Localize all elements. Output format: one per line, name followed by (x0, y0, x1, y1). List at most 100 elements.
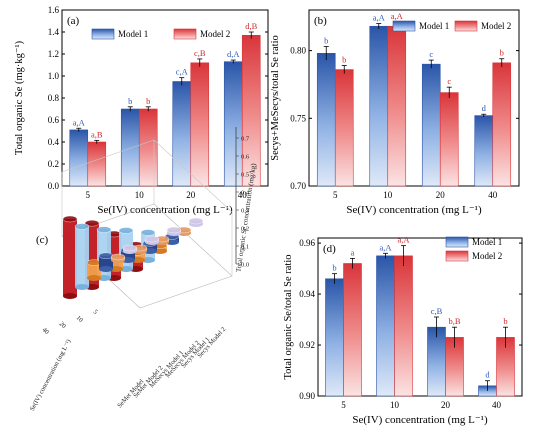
panel-c-xaxis-label: Se(IV) concentration (mg L⁻¹) (29, 338, 73, 412)
panel-d-xaxis-label: Se(IV) concentration (mg L⁻¹) (352, 414, 488, 426)
panel-c-bar (131, 252, 145, 260)
panel-b-bar (316, 53, 336, 187)
panel-a-data-label: d,A (227, 49, 240, 59)
panel-b-data-label: b (342, 55, 346, 65)
panel-d-ytick-label: 0.94 (299, 289, 315, 299)
panel-b-data-label: a,A (373, 13, 386, 23)
panel-d-chart: 0.90 0.92 0.94 0.96 5 b a 10 a,A a,A 20 c,B b,B 40 d b S… (283, 235, 523, 426)
panel-a-bar (87, 141, 107, 187)
panel-b-ytick-label: 0.80 (290, 46, 306, 56)
panel-c-back-wall (61, 139, 155, 236)
panel-c-bar (63, 219, 77, 296)
panel-a-legend-label: Model 1 (118, 29, 148, 39)
panel-b-ytick-label: 0.70 (290, 181, 306, 191)
panel-b-yaxis-label: Secys+MeSecys/total Se ratio (270, 35, 281, 160)
panel-b-panel-tag: (b) (314, 15, 327, 27)
panel-a-bar (172, 81, 192, 187)
panel-a-data-label: d,B (245, 21, 257, 31)
panel-a-data-label: b (146, 96, 150, 106)
panel-b-bar (439, 92, 459, 187)
panel-c-ztick-label: 0.5 (241, 172, 249, 179)
panel-c-bar-top (166, 226, 182, 234)
panel-c-bar-base (63, 293, 77, 299)
panel-d-data-label: a,A (397, 235, 410, 245)
panel-a-data-label: a,A (73, 117, 86, 127)
panel-c-ztick-label: 0.1 (241, 244, 249, 251)
panel-a-legend-label: Model 2 (200, 29, 230, 39)
panel-d-bar (427, 326, 446, 397)
panel-c-ztick-label: 0.0 (241, 262, 249, 269)
panel-b-bar (334, 69, 354, 187)
panel-d-data-label: d (485, 370, 490, 380)
panel-b-data-label: a,A (391, 11, 404, 21)
panel-a-bar (190, 62, 210, 187)
panel-a-ytick-label: 1.0 (48, 71, 60, 81)
panel-c-ztick-label: 0.7 (241, 136, 250, 143)
panel-a-xtick-label: 20 (186, 190, 196, 200)
panel-d-bar (343, 263, 362, 397)
panel-d-data-label: a,A (379, 242, 392, 252)
panel-b-xtick-label: 5 (333, 190, 338, 200)
panel-d-legend-swatch (445, 250, 469, 262)
panel-c-xtick-label: 40 (41, 326, 51, 336)
panel-a-bar (138, 108, 158, 187)
panel-a-ytick-label: 1.6 (48, 5, 60, 15)
panel-d-bar (325, 278, 344, 397)
panel-c-ztick-label: 0.3 (241, 208, 249, 215)
panel-a-data-label: c,A (176, 67, 189, 77)
panel-d-ytick-label: 0.90 (299, 391, 315, 401)
panel-d-panel-tag: (d) (323, 243, 336, 255)
panel-b-bar (387, 25, 407, 187)
panel-a-ytick-label: 0.8 (48, 93, 60, 103)
panel-c-bar-top (122, 244, 138, 252)
panel-a-ytick-label: 0.0 (48, 181, 60, 191)
panel-d-legend-label: Model 2 (472, 251, 502, 261)
panel-b-bar (421, 63, 441, 187)
panel-a-ytick-label: 1.2 (48, 49, 59, 59)
panel-c-bar-top (98, 252, 114, 260)
panel-b-bar (369, 25, 389, 187)
panel-d-ytick-label: 0.92 (299, 340, 315, 350)
panel-c-bar-top (110, 253, 126, 261)
panel-c-bar-top (144, 235, 160, 243)
panel-d-xtick-label: 20 (441, 400, 451, 410)
panel-b-data-label: c (429, 49, 433, 59)
panel-c-bar-top (188, 217, 204, 225)
panel-c-bar-base (99, 266, 113, 272)
panel-a-panel-tag: (a) (67, 15, 80, 27)
panel-a-xtick-label: 40 (238, 190, 248, 200)
panel-c-bar-top (96, 226, 112, 233)
panel-c-bar (121, 250, 135, 260)
panel-c-bar-base (75, 284, 89, 290)
panel-a-ytick-label: 0.2 (48, 159, 59, 169)
panel-d-data-label: b (503, 316, 507, 326)
panel-a-bar (223, 61, 243, 187)
panel-a-bar (69, 129, 89, 187)
panel-d-data-label: b (332, 263, 336, 273)
panel-b-data-label: b (500, 48, 504, 58)
panel-a-legend-swatch (173, 28, 197, 40)
panel-b-legend-swatch (392, 20, 416, 32)
panel-a-data-label: a,B (91, 129, 103, 139)
panel-c-bar-top (140, 229, 156, 236)
panel-c-xtick-label: 5 (92, 308, 99, 315)
panel-c-ztick-label: 0.2 (241, 226, 249, 233)
panel-a-xaxis-label: Se(IV) concentration (mg L⁻¹) (97, 204, 233, 216)
panel-b-plot-frame (308, 9, 520, 187)
panel-b-ytick-label: 0.75 (290, 113, 306, 123)
panel-b-xtick-label: 20 (436, 190, 446, 200)
panel-d-legend-label: Model 1 (472, 237, 502, 247)
panel-c-bar-top (74, 223, 90, 230)
panel-c-bar-top (62, 215, 78, 223)
panel-b-xtick-label: 10 (383, 190, 393, 200)
panel-a-data-label: c,B (194, 48, 206, 58)
panel-b-bar (474, 115, 494, 187)
panel-a-legend-swatch (91, 28, 115, 40)
panel-d-data-label: a (351, 247, 355, 257)
panel-d-data-label: c,B (431, 306, 443, 316)
panel-c-xtick-label: 10 (75, 314, 85, 324)
panel-c-side-wall (153, 139, 233, 276)
panel-b-legend-label: Model 2 (481, 21, 511, 31)
panel-a-chart: 0.0 0.2 0.4 0.6 0.8 1.0 1.2 1.4 1.6 5 a,A a,B 10 b b 20… (14, 5, 269, 216)
